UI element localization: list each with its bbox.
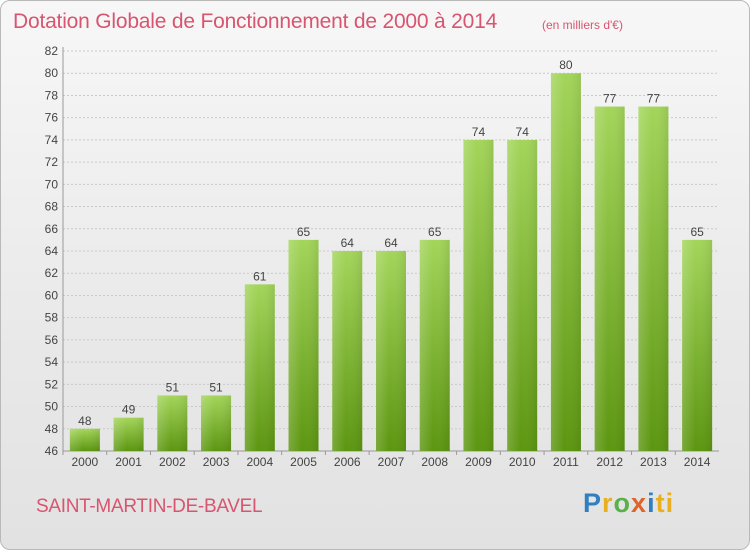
bar-shade <box>682 239 713 451</box>
bar-shade <box>157 395 188 451</box>
y-tick-label: 58 <box>45 311 59 325</box>
x-tick-label: 2013 <box>640 455 667 469</box>
logo-letter: P <box>583 488 603 518</box>
x-tick-label: 2007 <box>378 455 405 469</box>
x-tick-label: 2002 <box>159 455 186 469</box>
value-label: 80 <box>559 58 573 72</box>
y-tick-label: 50 <box>45 400 59 414</box>
logo-letter: ti <box>655 488 675 518</box>
y-tick-label: 46 <box>45 444 59 458</box>
proxiti-logo: Proxiti <box>583 488 674 519</box>
unit-note: (en milliers d'€) <box>542 18 623 32</box>
y-tick-label: 72 <box>45 155 59 169</box>
y-tick-label: 56 <box>45 333 59 347</box>
logo-letter: r <box>602 488 614 518</box>
labels-layer: 46 48 50 52 54 56 58 60 62 64 66 68 70 72 74 76 78 80 82 48… <box>45 44 711 469</box>
x-tick-label: 2012 <box>596 455 623 469</box>
chart-title: Dotation Globale de Fonctionnement de 20… <box>13 10 498 33</box>
x-tick-label: 2004 <box>246 455 273 469</box>
y-tick-label: 76 <box>45 111 59 125</box>
x-tick-label: 2003 <box>203 455 230 469</box>
bar-shade <box>376 251 406 451</box>
y-tick-label: 74 <box>45 133 59 147</box>
y-tick-label: 54 <box>45 355 59 369</box>
bar-shade <box>507 139 538 451</box>
bar-shade <box>69 428 100 451</box>
x-tick-label: 2009 <box>465 455 492 469</box>
x-tick-label: 2008 <box>421 455 448 469</box>
bar-shade <box>463 139 494 451</box>
y-tick-label: 60 <box>45 288 59 302</box>
x-tick-label: 2010 <box>509 455 536 469</box>
y-tick-label: 80 <box>45 66 59 80</box>
commune-name: SAINT-MARTIN-DE-BAVEL <box>36 496 263 517</box>
x-tick-label: 2005 <box>290 455 317 469</box>
bar-shade <box>201 395 232 451</box>
value-label: 65 <box>690 225 704 239</box>
y-tick-label: 52 <box>45 377 59 391</box>
value-label: 48 <box>78 414 92 428</box>
bar-shade <box>288 239 319 451</box>
y-tick-label: 62 <box>45 266 59 280</box>
y-tick-label: 68 <box>45 200 59 214</box>
value-label: 61 <box>253 269 267 283</box>
value-label: 65 <box>428 225 442 239</box>
value-label: 64 <box>341 236 355 250</box>
bars-layer <box>69 73 713 452</box>
bar-shade <box>550 73 581 451</box>
x-tick-label: 2014 <box>684 455 711 469</box>
bar-shade <box>419 239 450 451</box>
x-tick-label: 2006 <box>334 455 361 469</box>
y-tick-label: 64 <box>45 244 59 258</box>
value-label: 51 <box>209 380 223 394</box>
y-tick-label: 48 <box>45 422 59 436</box>
logo-letter: i <box>647 488 656 518</box>
bar-shade <box>638 106 669 452</box>
value-label: 74 <box>516 125 530 139</box>
x-tick-label: 2000 <box>72 455 99 469</box>
bar-shade <box>332 251 363 451</box>
bar-shade <box>113 417 144 451</box>
value-label: 77 <box>647 92 661 106</box>
y-tick-label: 78 <box>45 88 59 102</box>
value-label: 74 <box>472 125 486 139</box>
logo-letter: o <box>613 488 632 518</box>
value-label: 51 <box>166 380 180 394</box>
logo-letter: x <box>631 488 648 518</box>
y-tick-label: 66 <box>45 222 59 236</box>
y-tick-label: 82 <box>45 44 59 58</box>
value-label: 65 <box>297 225 311 239</box>
x-tick-label: 2011 <box>553 455 579 469</box>
value-label: 77 <box>603 92 617 106</box>
y-tick-label: 70 <box>45 177 59 191</box>
bar-shade <box>594 106 625 452</box>
x-tick-label: 2001 <box>115 455 142 469</box>
value-label: 49 <box>122 403 136 417</box>
value-label: 64 <box>384 236 398 250</box>
bar-shade <box>244 284 275 451</box>
